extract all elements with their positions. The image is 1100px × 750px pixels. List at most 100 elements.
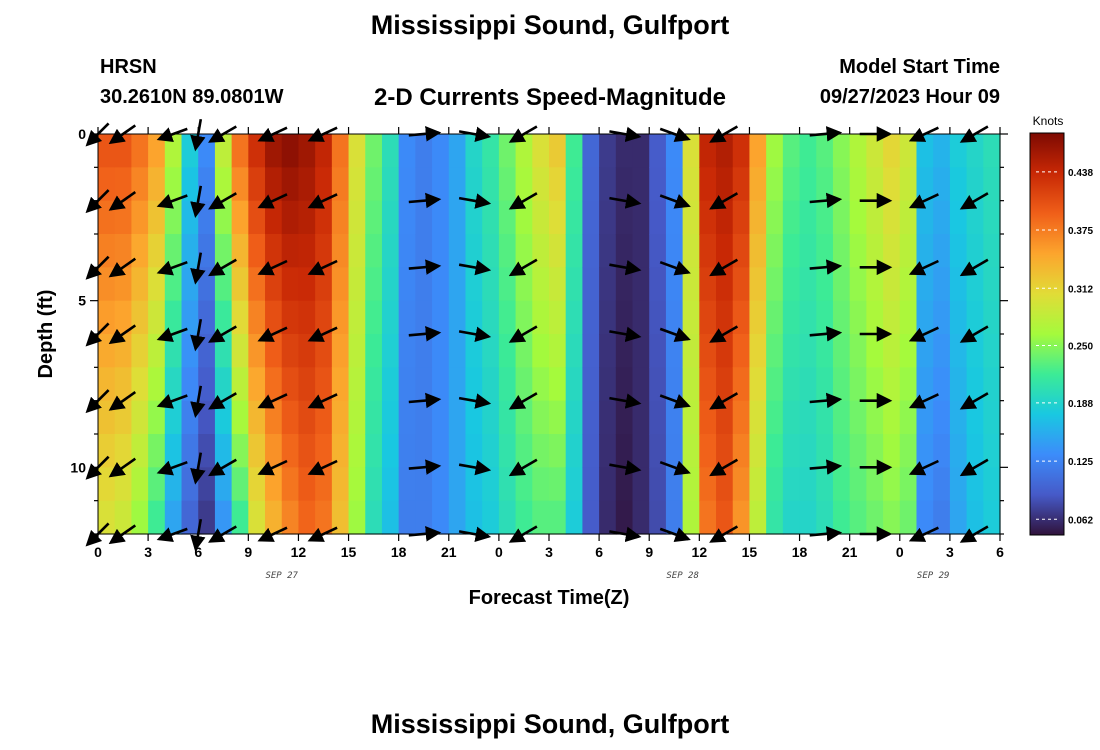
current-vector (809, 392, 843, 409)
heatmap-cell (365, 167, 383, 202)
current-vector (908, 393, 939, 409)
heatmap-cell (365, 500, 383, 535)
heatmap-cell (966, 500, 984, 535)
heatmap-cell (916, 400, 934, 435)
heatmap-cell (816, 300, 834, 335)
heatmap-cell (315, 234, 333, 268)
heatmap-cell (599, 434, 617, 468)
heatmap-cell (131, 367, 149, 402)
current-vector (508, 458, 538, 477)
heatmap-cell (615, 467, 634, 502)
current-vector (709, 392, 739, 410)
current-vector (307, 326, 338, 342)
heatmap-cell (231, 500, 249, 535)
x-tick-label: 12 (291, 544, 307, 560)
heatmap-cell (265, 300, 283, 335)
heatmap-cell (198, 434, 216, 468)
heatmap-cell (298, 234, 316, 268)
heatmap-cell (315, 367, 333, 402)
heatmap-cell (532, 167, 550, 202)
heatmap-cell (732, 334, 751, 368)
heatmap-cell (515, 167, 533, 202)
heatmap-cell (549, 467, 567, 502)
heatmap-cell (398, 434, 416, 468)
heatmap-cell (281, 400, 300, 435)
heatmap-cell (148, 367, 166, 402)
heatmap-cell (448, 134, 467, 168)
heatmap-cell (148, 134, 166, 168)
heatmap-cell (933, 267, 951, 302)
heatmap-cell (432, 467, 450, 502)
heatmap-cell (816, 167, 834, 202)
heatmap-cell (615, 400, 634, 435)
heatmap-cell (448, 234, 467, 268)
heatmap-cell (398, 234, 416, 268)
heatmap-cell (716, 367, 734, 402)
x-date-label: SEP 27 (265, 571, 298, 581)
y-tick-label: 5 (78, 293, 86, 309)
heatmap-cell (164, 467, 183, 502)
heatmap-cell (248, 134, 266, 168)
heatmap-cell (231, 200, 249, 235)
x-tick-label: 6 (996, 544, 1004, 560)
heatmap-cell (315, 334, 333, 368)
heatmap-cell (716, 200, 734, 235)
heatmap-cell (298, 134, 316, 168)
heatmap-cell (832, 367, 851, 402)
current-vector (709, 192, 739, 210)
heatmap-cell (164, 300, 183, 335)
heatmap-cell (498, 434, 517, 468)
colorbar: Knots 0.062 0.125 0.188 0.250 0.312 0.375 0.43… (1029, 114, 1093, 536)
heatmap-cell (532, 300, 550, 335)
heatmap-cell (565, 167, 583, 202)
heatmap-cell (766, 434, 784, 468)
heatmap-cell (682, 400, 700, 435)
heatmap-cell (682, 300, 700, 335)
heatmap-cell (933, 434, 951, 468)
heatmap-cell (916, 300, 934, 335)
heatmap-cell (348, 500, 366, 535)
heatmap-cell (315, 300, 333, 335)
heatmap-cell (649, 400, 667, 435)
heatmap-cell (832, 467, 851, 502)
heatmap-cell (432, 400, 450, 435)
heatmap-cell (432, 500, 450, 535)
heatmap-cell (248, 234, 266, 268)
heatmap-cell (966, 267, 984, 302)
current-vector (508, 392, 538, 410)
heatmap-cell (265, 500, 283, 535)
heatmap-cell (214, 267, 233, 302)
heatmap-cell (749, 467, 767, 502)
heatmap-cell (632, 200, 650, 235)
heatmap-cell (265, 367, 283, 402)
heatmap-cell (632, 267, 650, 302)
heatmap-cell (832, 300, 851, 335)
heatmap-cell (766, 167, 784, 202)
heatmap-cell (582, 300, 600, 335)
heatmap-cell (131, 134, 149, 168)
heatmap-cell (532, 234, 550, 268)
current-vector (108, 324, 137, 345)
heatmap-cell (766, 200, 784, 235)
heatmap-cell (732, 367, 751, 402)
heatmap-cell (799, 434, 817, 468)
heatmap-cell (114, 167, 132, 202)
current-vector (609, 193, 642, 209)
heatmap-cell (615, 334, 634, 368)
heatmap-cell (131, 267, 149, 302)
x-tick-label: 3 (946, 544, 954, 560)
heatmap-cells (98, 134, 1001, 535)
heatmap-cell (816, 334, 834, 368)
heatmap-cell (532, 134, 550, 168)
heatmap-cell (415, 500, 433, 535)
heatmap-cell (632, 300, 650, 335)
heatmap-cell (482, 267, 500, 302)
heatmap-cell (415, 167, 433, 202)
heatmap-cell (632, 434, 650, 468)
station-coordinates: 30.2610N 89.0801W (100, 86, 284, 108)
current-vector (659, 260, 691, 276)
heatmap-cell (749, 167, 767, 202)
heatmap-cell (131, 300, 149, 335)
heatmap-cell (482, 200, 500, 235)
heatmap-cell (649, 500, 667, 535)
